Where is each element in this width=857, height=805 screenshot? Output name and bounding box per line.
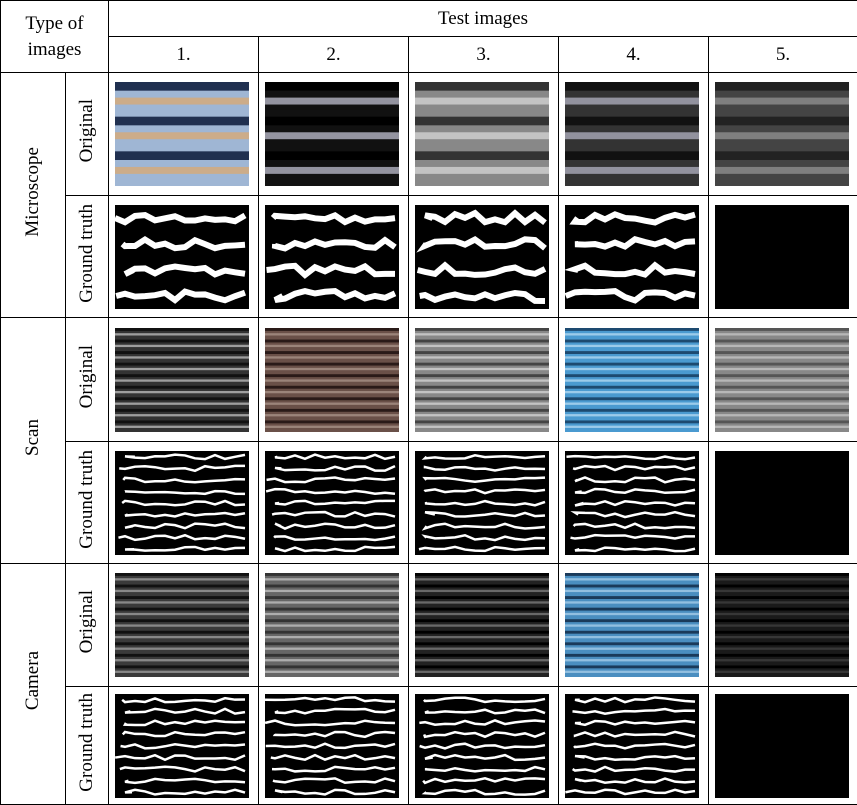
ground-truth-image <box>415 694 549 798</box>
table-row: Ground truth <box>1 442 857 564</box>
original-image <box>565 573 699 677</box>
row-label-cell: Original <box>66 318 109 442</box>
group-label: Microscope <box>22 147 44 237</box>
corner-label: Type of images <box>10 11 100 63</box>
row-label-cell: Ground truth <box>66 196 109 318</box>
table-row: Ground truth <box>1 196 857 318</box>
original-image <box>265 82 399 186</box>
image-cell <box>409 196 559 318</box>
original-image <box>715 573 849 677</box>
image-cell <box>109 442 259 564</box>
ground-truth-image <box>265 694 399 798</box>
column-header: 4. <box>559 37 709 73</box>
column-header: 2. <box>259 37 409 73</box>
ground-truth-image <box>265 205 399 309</box>
original-image <box>415 573 549 677</box>
column-header: 3. <box>409 37 559 73</box>
group-cell: Scan <box>1 318 66 564</box>
image-cell <box>409 442 559 564</box>
header-label: Test images <box>438 8 528 29</box>
original-image <box>565 82 699 186</box>
column-label: 2. <box>326 44 340 65</box>
original-image <box>415 82 549 186</box>
ground-truth-image <box>715 694 849 798</box>
column-label: 1. <box>176 44 190 65</box>
original-image <box>115 573 249 677</box>
ground-truth-image <box>565 205 699 309</box>
row-label: Original <box>76 590 98 653</box>
row-label-cell: Original <box>66 73 109 196</box>
group-cell: Camera <box>1 564 66 805</box>
original-image <box>715 82 849 186</box>
image-cell <box>109 196 259 318</box>
column-header: 1. <box>109 37 259 73</box>
column-header: 5. <box>709 37 857 73</box>
ground-truth-image <box>565 451 699 555</box>
column-label: 4. <box>626 44 640 65</box>
row-label: Ground truth <box>76 450 98 549</box>
row-label: Ground truth <box>76 693 98 792</box>
image-cell <box>259 564 409 687</box>
ground-truth-image <box>415 205 549 309</box>
image-cell <box>409 564 559 687</box>
original-image <box>715 328 849 432</box>
image-cell <box>559 196 709 318</box>
row-label-cell: Original <box>66 564 109 687</box>
corner-cell: Type of images <box>1 1 109 73</box>
ground-truth-image <box>115 205 249 309</box>
image-cell <box>559 318 709 442</box>
image-cell <box>559 687 709 805</box>
original-image <box>265 328 399 432</box>
row-label: Original <box>76 99 98 162</box>
ground-truth-image <box>715 451 849 555</box>
row-label-cell: Ground truth <box>66 442 109 564</box>
header-cell: Test images <box>109 1 857 37</box>
group-label: Scan <box>22 419 44 456</box>
image-cell <box>109 318 259 442</box>
original-image <box>265 573 399 677</box>
ground-truth-image <box>115 694 249 798</box>
original-image <box>115 328 249 432</box>
image-cell <box>409 73 559 196</box>
image-cell <box>559 564 709 687</box>
image-cell <box>559 442 709 564</box>
ground-truth-image <box>115 451 249 555</box>
image-cell <box>259 73 409 196</box>
image-cell <box>559 73 709 196</box>
ground-truth-image <box>715 205 849 309</box>
image-cell <box>709 318 857 442</box>
image-cell <box>709 196 857 318</box>
column-label: 3. <box>476 44 490 65</box>
image-cell <box>109 73 259 196</box>
image-cell <box>709 442 857 564</box>
image-cell <box>709 564 857 687</box>
image-cell <box>109 564 259 687</box>
image-cell <box>259 442 409 564</box>
image-cell <box>259 196 409 318</box>
image-cell <box>259 687 409 805</box>
image-cell <box>709 687 857 805</box>
table-row: Ground truth <box>1 687 857 805</box>
group-label: Camera <box>22 651 44 710</box>
group-cell: Microscope <box>1 73 66 318</box>
row-label: Original <box>76 345 98 408</box>
image-cell <box>409 318 559 442</box>
ground-truth-image <box>415 451 549 555</box>
image-cell <box>709 73 857 196</box>
original-image <box>115 82 249 186</box>
row-label-cell: Ground truth <box>66 687 109 805</box>
image-cell <box>409 687 559 805</box>
image-cell <box>109 687 259 805</box>
ground-truth-image <box>265 451 399 555</box>
column-label: 5. <box>776 44 790 65</box>
original-image <box>565 328 699 432</box>
original-image <box>415 328 549 432</box>
image-cell <box>259 318 409 442</box>
ground-truth-image <box>565 694 699 798</box>
row-label: Ground truth <box>76 204 98 303</box>
